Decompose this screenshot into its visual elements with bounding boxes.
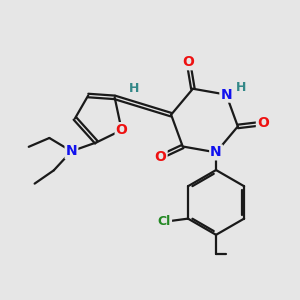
Text: O: O bbox=[116, 123, 127, 137]
Text: Cl: Cl bbox=[158, 215, 171, 228]
Text: H: H bbox=[129, 82, 139, 95]
Text: O: O bbox=[182, 55, 194, 69]
Text: H: H bbox=[236, 81, 246, 94]
Text: N: N bbox=[220, 88, 232, 102]
Text: N: N bbox=[210, 146, 222, 159]
Text: N: N bbox=[66, 144, 77, 158]
Text: O: O bbox=[155, 150, 167, 164]
Text: O: O bbox=[257, 116, 269, 130]
